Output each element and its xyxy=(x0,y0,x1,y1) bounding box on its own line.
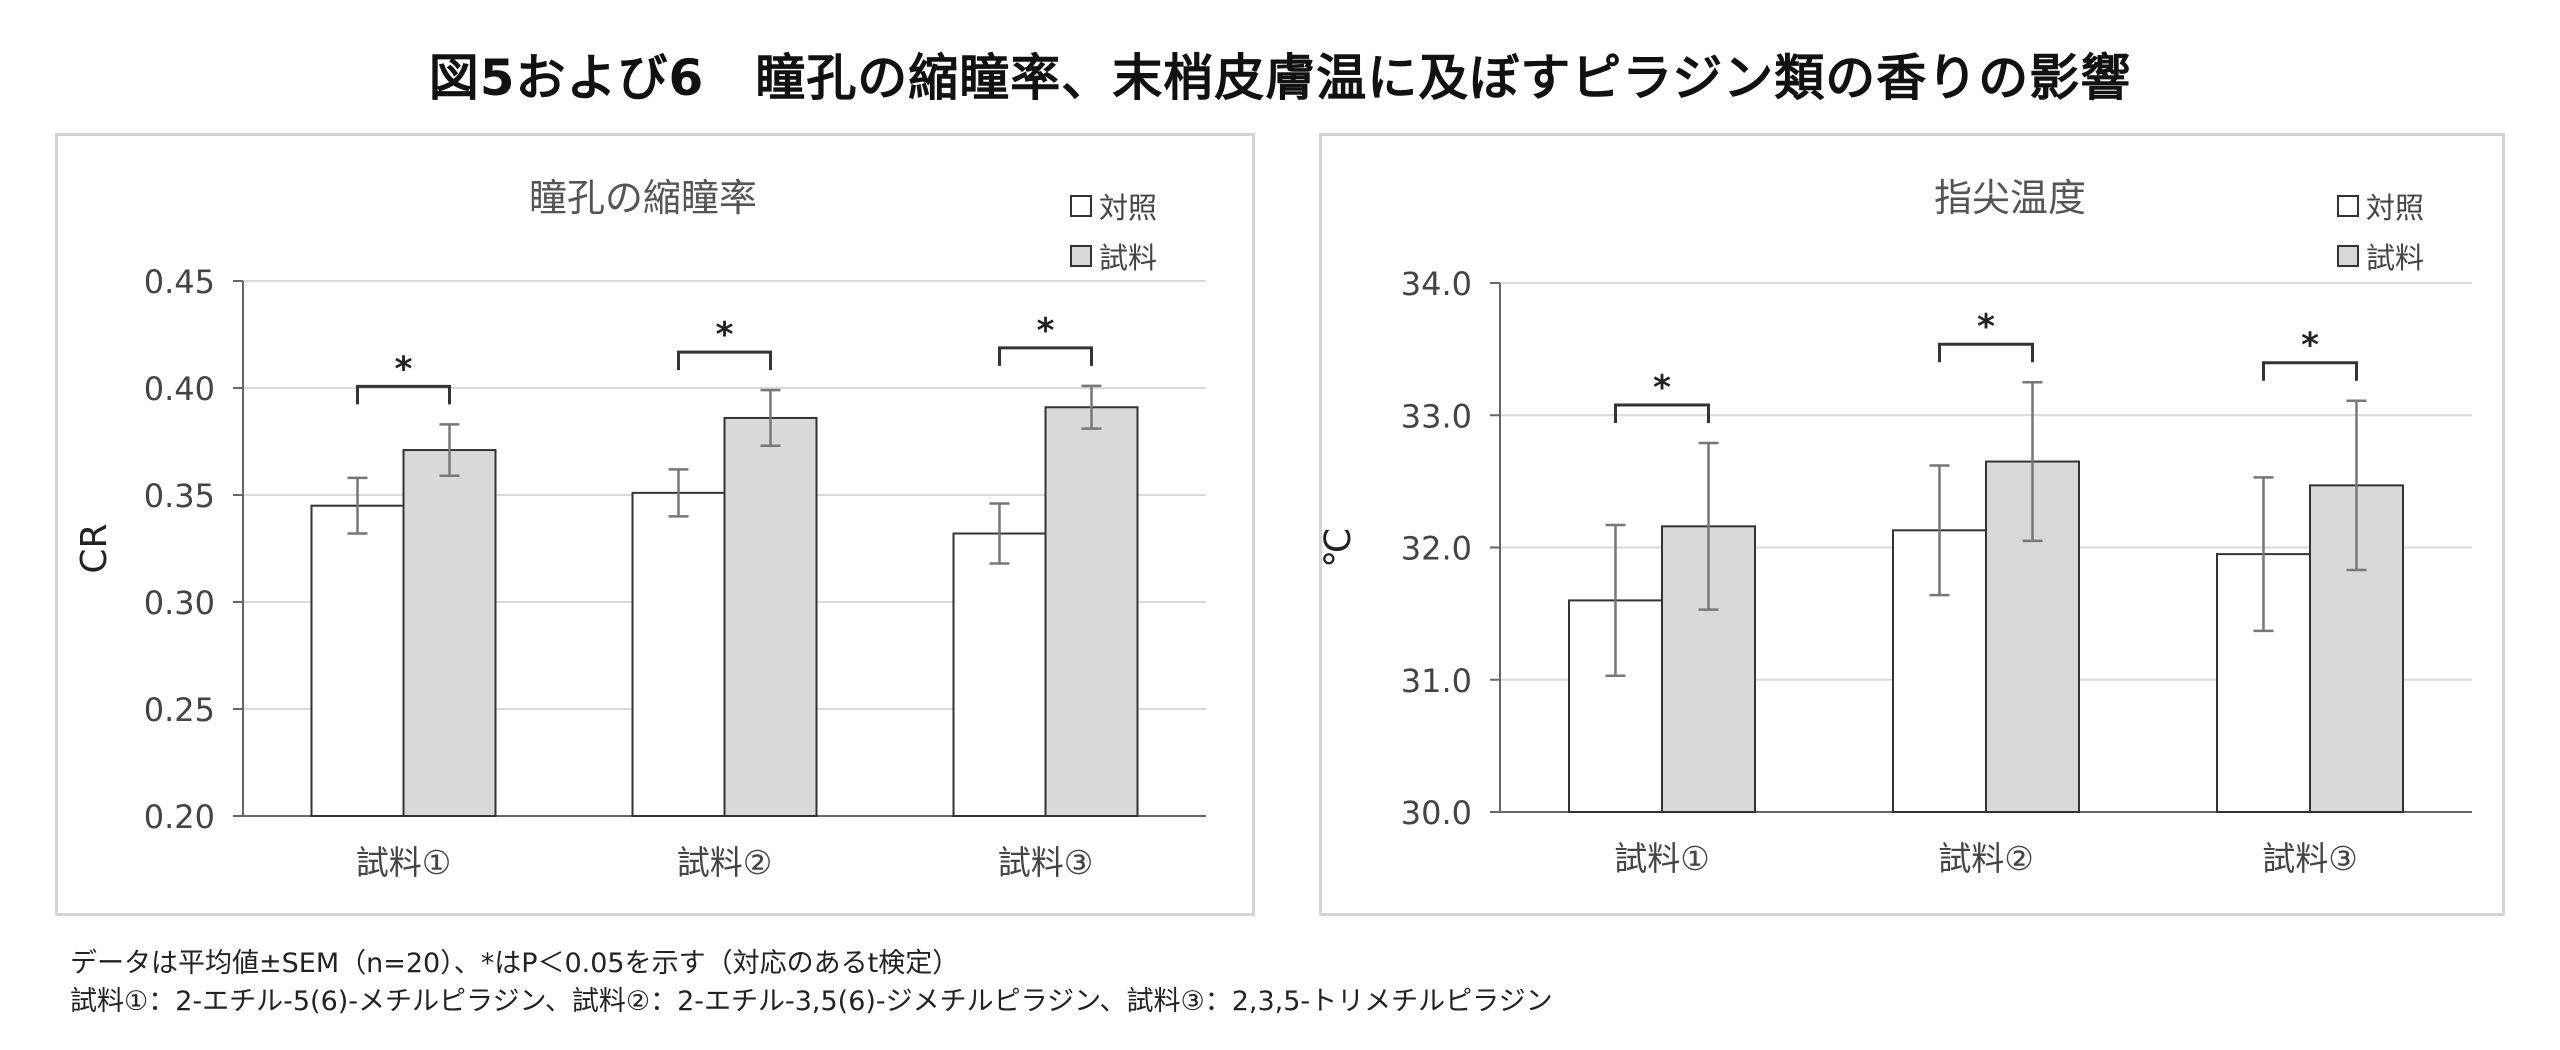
chart-panel-pupil: 瞳孔の縮瞳率 0.20 0.25 0.30 0.35 0.40 0.45 CR 試料① * 試料② *… xyxy=(55,133,1255,916)
bar-control xyxy=(631,491,726,817)
bar-sample xyxy=(402,449,497,817)
y-tick-label: 0.35 xyxy=(144,477,215,515)
y-tick-label: 0.20 xyxy=(144,798,215,836)
y-axis-title: CR xyxy=(74,523,115,573)
significance-bracket xyxy=(1938,342,2034,363)
y-tick-label: 0.30 xyxy=(144,584,215,622)
y-tick-label: 33.0 xyxy=(1401,397,1472,435)
significance-marker: * xyxy=(395,349,413,389)
y-tick-label: 31.0 xyxy=(1401,662,1472,700)
significance-bracket xyxy=(1614,403,1710,424)
y-axis-title: ℃ xyxy=(1322,527,1359,567)
significance-marker: * xyxy=(2301,326,2319,366)
y-tick-label: 0.40 xyxy=(144,370,215,408)
significance-bracket xyxy=(356,384,451,405)
significance-bracket xyxy=(677,350,772,371)
category-label: 試料③ xyxy=(2262,839,2358,878)
category-label: 試料③ xyxy=(998,843,1094,882)
chart-title: 瞳孔の縮瞳率 xyxy=(529,176,757,220)
category-label: 試料① xyxy=(356,843,452,882)
y-tick-label: 0.25 xyxy=(144,691,215,729)
category-label: 試料② xyxy=(677,843,773,882)
legend-swatch-sample xyxy=(1070,245,1092,267)
legend-swatch-control xyxy=(1070,195,1092,217)
page-title: 図5および6 瞳孔の縮瞳率、末梢皮膚温に及ぼすピラジン類の香りの影響 xyxy=(428,49,2132,107)
legend-swatch-sample xyxy=(2337,245,2359,267)
significance-marker: * xyxy=(1653,368,1671,408)
footnote-samples: 試料①：2-エチル-5(6)-メチルピラジン、試料②：2-エチル-3,5(6)-… xyxy=(70,986,1553,1017)
legend-label: 試料 xyxy=(1099,241,1157,275)
legend-swatch-control xyxy=(2337,195,2359,217)
significance-bracket xyxy=(998,346,1093,366)
bar-control xyxy=(952,532,1047,817)
y-tick-label: 32.0 xyxy=(1401,530,1472,568)
significance-marker: * xyxy=(1037,311,1055,351)
y-tick-label: 30.0 xyxy=(1401,794,1472,832)
bar-control xyxy=(310,504,405,817)
significance-marker: * xyxy=(716,315,734,355)
footnote: データは平均値±SEM（n=20）、*はP＜0.05を示す（対応のあるt検定） … xyxy=(70,945,1553,1021)
significance-bracket xyxy=(2262,361,2358,381)
y-tick-label: 0.45 xyxy=(144,263,215,301)
category-label: 試料① xyxy=(1614,839,1710,878)
pupil-constriction-chart: 瞳孔の縮瞳率 0.20 0.25 0.30 0.35 0.40 0.45 CR 試料① * 試料② *… xyxy=(74,176,1206,882)
chart-panel-fingertip: 指尖温度 30.0 31.0 32.0 33.0 34.0 ℃ 試料① * 試料② * 試料③ * 対照試… xyxy=(1319,133,2505,916)
significance-marker: * xyxy=(1977,307,1995,347)
legend-label: 試料 xyxy=(2366,241,2424,275)
bar-sample xyxy=(723,416,818,817)
category-label: 試料② xyxy=(1938,839,2034,878)
footnote-stats: データは平均値±SEM（n=20）、*はP＜0.05を示す（対応のあるt検定） xyxy=(70,948,960,979)
fingertip-temperature-chart: 指尖温度 30.0 31.0 32.0 33.0 34.0 ℃ 試料① * 試料② * 試料③ * 対照試… xyxy=(1322,176,2472,878)
legend-label: 対照 xyxy=(2366,191,2424,225)
legend-label: 対照 xyxy=(1099,191,1157,225)
y-tick-label: 34.0 xyxy=(1401,265,1472,303)
chart-title: 指尖温度 xyxy=(1934,176,2086,220)
bar-sample xyxy=(1044,406,1139,817)
